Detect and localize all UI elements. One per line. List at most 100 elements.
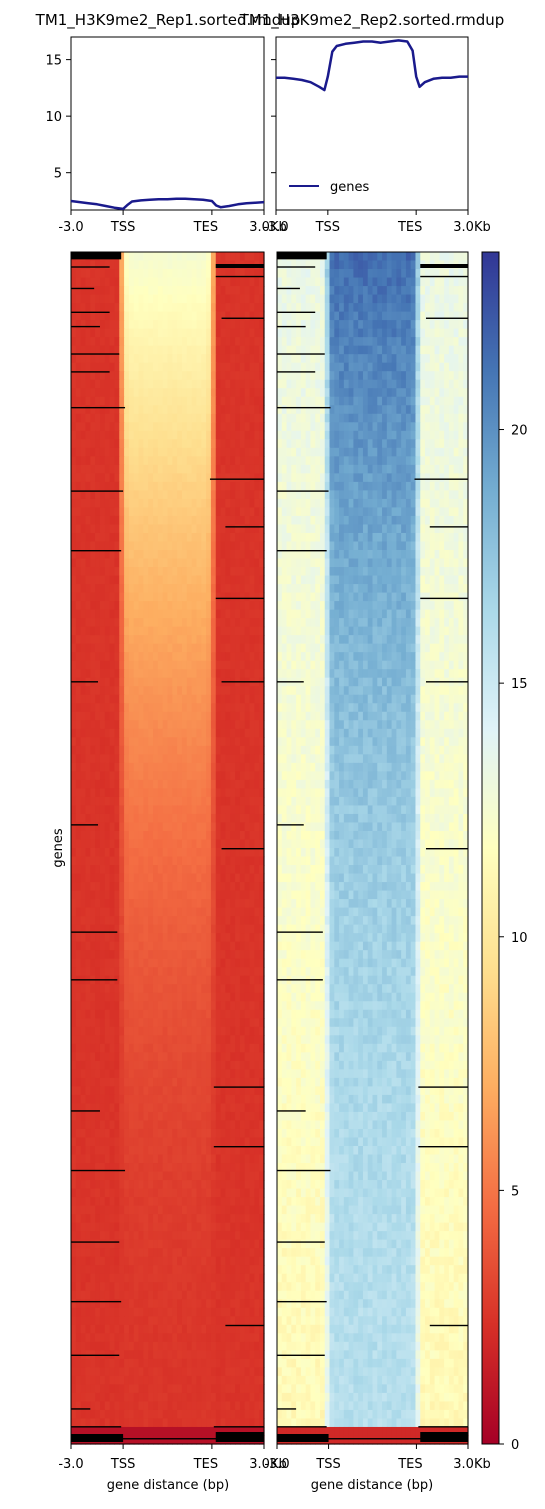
- heatmap-cell: [85, 286, 90, 295]
- heatmap-cell: [71, 1180, 76, 1189]
- heatmap-cell: [163, 712, 168, 721]
- heatmap-cell: [105, 1035, 110, 1044]
- heatmap-cell: [201, 559, 206, 568]
- heatmap-cell: [235, 1052, 240, 1061]
- heatmap-cell: [124, 448, 129, 457]
- heatmap-cell: [163, 950, 168, 959]
- heatmap-cell: [105, 712, 110, 721]
- heatmap-cell: [250, 439, 255, 448]
- heatmap-cell: [124, 439, 129, 448]
- heatmap-cell: [114, 805, 119, 814]
- heatmap-cell: [119, 1240, 124, 1249]
- heatmap-cell: [148, 1240, 153, 1249]
- heatmap-cell: [85, 1299, 90, 1308]
- heatmap-cell: [201, 737, 206, 746]
- heatmap-cell: [139, 269, 144, 278]
- heatmap-cell: [206, 439, 211, 448]
- heatmap-cell: [250, 618, 255, 627]
- heatmap-cell: [201, 354, 206, 363]
- heatmap-cell: [254, 363, 259, 372]
- heatmap-cell: [129, 303, 134, 312]
- heatmap-cell: [240, 805, 245, 814]
- heatmap-cell: [168, 703, 173, 712]
- heatmap-cell: [110, 942, 115, 951]
- profile-frame: [276, 37, 468, 210]
- heatmap-cell: [211, 559, 216, 568]
- heatmap-cell: [85, 720, 90, 729]
- heatmap-cell: [211, 346, 216, 355]
- heatmap-cell: [76, 746, 81, 755]
- heatmap-cell: [139, 891, 144, 900]
- heatmap-cell: [129, 712, 134, 721]
- heatmap-cell: [254, 312, 259, 321]
- heatmap-cell: [254, 1035, 259, 1044]
- heatmap-cell: [221, 908, 226, 917]
- legend: genes: [289, 180, 369, 195]
- heatmap-cell: [206, 397, 211, 406]
- heatmap-cell: [143, 1282, 148, 1291]
- heatmap-cell: [211, 1223, 216, 1232]
- heatmap-cell: [129, 1035, 134, 1044]
- heatmap-cell: [119, 422, 124, 431]
- heatmap-cell: [143, 1001, 148, 1010]
- heatmap-cell: [192, 422, 197, 431]
- heatmap-cell: [119, 261, 124, 270]
- heatmap-cell: [192, 1044, 197, 1053]
- heatmap-cell: [192, 797, 197, 806]
- heatmap-cell: [134, 618, 139, 627]
- heatmap-cell: [76, 652, 81, 661]
- heatmap-cell: [168, 541, 173, 550]
- heatmap-cell: [139, 431, 144, 440]
- heatmap-cell: [240, 627, 245, 636]
- heatmap-cell: [134, 533, 139, 542]
- heatmap-cell: [254, 1299, 259, 1308]
- heatmap-cell: [172, 269, 177, 278]
- heatmap-cell: [119, 405, 124, 414]
- heatmap-cell: [221, 507, 226, 516]
- heatmap-cell: [85, 414, 90, 423]
- heatmap-cell: [124, 976, 129, 985]
- heatmap-cell: [216, 507, 221, 516]
- heatmap-cell: [148, 397, 153, 406]
- heatmap-cell: [71, 533, 76, 542]
- heatmap-cell: [153, 1129, 158, 1138]
- heatmap-cell: [100, 780, 105, 789]
- heatmap-cell: [250, 1274, 255, 1283]
- heatmap-cell: [250, 1052, 255, 1061]
- heatmap-cell: [85, 635, 90, 644]
- heatmap-cell: [168, 984, 173, 993]
- heatmap-cell: [71, 882, 76, 891]
- heatmap-cell: [240, 295, 245, 304]
- heatmap-cell: [254, 1061, 259, 1070]
- heatmap-cell: [177, 737, 182, 746]
- heatmap-cell: [81, 303, 86, 312]
- heatmap-cell: [110, 831, 115, 840]
- heatmap-cell: [225, 1035, 230, 1044]
- heatmap-cell: [90, 1078, 95, 1087]
- heatmap-cell: [163, 371, 168, 380]
- heatmap-cell: [114, 865, 119, 874]
- heatmap-cell: [225, 959, 230, 968]
- heatmap-cell: [71, 1265, 76, 1274]
- heatmap-cell: [134, 422, 139, 431]
- heatmap-cell: [182, 1001, 187, 1010]
- heatmap-cell: [105, 524, 110, 533]
- heatmap-cell: [143, 780, 148, 789]
- heatmap-cell: [114, 1086, 119, 1095]
- heatmap-cell: [192, 805, 197, 814]
- heatmap-cell: [172, 1231, 177, 1240]
- heatmap-cell: [225, 1044, 230, 1053]
- heatmap-cell: [235, 1197, 240, 1206]
- heatmap-cell: [148, 329, 153, 338]
- heatmap-cell: [129, 1112, 134, 1121]
- heatmap-cell: [124, 1120, 129, 1129]
- heatmap-cell: [148, 814, 153, 823]
- heatmap-cell: [168, 1052, 173, 1061]
- heatmap-cell: [230, 1044, 235, 1053]
- heatmap-cell: [158, 1120, 163, 1129]
- heatmap-cell: [177, 380, 182, 389]
- heatmap-cell: [168, 550, 173, 559]
- heatmap-cell: [110, 380, 115, 389]
- heatmap-cell: [230, 397, 235, 406]
